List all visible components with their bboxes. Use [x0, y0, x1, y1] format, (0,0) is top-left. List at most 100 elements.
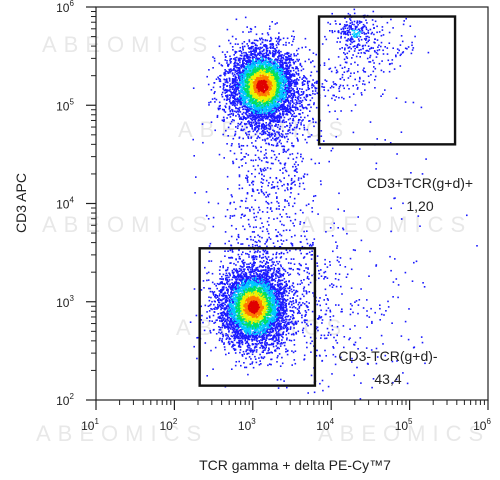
data-point	[399, 65, 402, 67]
data-point	[208, 260, 210, 262]
data-point	[261, 236, 263, 239]
data-point	[376, 138, 378, 140]
data-point	[243, 335, 245, 337]
data-point	[276, 307, 279, 310]
data-point	[313, 238, 316, 240]
data-point	[296, 102, 299, 104]
data-point	[380, 69, 383, 72]
data-point	[282, 172, 284, 174]
data-point	[287, 294, 289, 297]
data-point	[272, 242, 275, 244]
data-point	[240, 159, 243, 161]
data-point	[303, 124, 305, 127]
data-point	[293, 294, 295, 296]
data-point	[297, 70, 300, 72]
data-point	[244, 214, 246, 217]
data-point	[227, 341, 230, 344]
data-point	[264, 138, 266, 141]
data-point	[301, 314, 303, 317]
data-point	[226, 60, 228, 62]
data-point	[345, 56, 348, 58]
data-point	[335, 71, 338, 74]
data-point	[337, 56, 340, 58]
data-point	[286, 114, 289, 116]
data-point	[271, 149, 273, 152]
data-point	[248, 256, 250, 258]
data-point	[263, 116, 266, 119]
data-point	[235, 89, 237, 91]
data-point	[293, 54, 296, 57]
data-point	[202, 141, 204, 144]
data-point	[282, 326, 284, 329]
data-point	[294, 218, 297, 221]
data-point	[235, 76, 238, 79]
data-point	[276, 126, 279, 129]
data-point	[261, 129, 264, 132]
data-point	[301, 245, 304, 248]
data-point	[247, 131, 250, 133]
data-point	[304, 60, 307, 63]
data-point	[222, 288, 225, 290]
data-point	[289, 309, 292, 312]
data-point	[271, 118, 273, 120]
data-point	[238, 92, 240, 94]
data-point	[338, 192, 340, 195]
data-point	[196, 337, 198, 339]
data-point	[267, 194, 269, 196]
data-point	[228, 39, 230, 42]
data-point	[228, 98, 231, 101]
data-point	[223, 98, 226, 101]
data-point	[231, 341, 234, 343]
data-point	[357, 216, 359, 218]
data-point	[260, 363, 262, 365]
data-point	[221, 286, 224, 288]
data-point	[285, 313, 288, 315]
data-point	[231, 250, 234, 253]
data-point	[251, 353, 254, 356]
data-point	[358, 299, 361, 301]
data-point	[303, 358, 305, 361]
data-point	[210, 303, 212, 306]
data-point	[246, 57, 248, 59]
data-point	[296, 67, 298, 70]
data-point	[300, 65, 303, 68]
data-point	[260, 189, 263, 191]
data-point	[263, 167, 266, 169]
data-point	[281, 121, 284, 123]
data-point	[334, 66, 337, 69]
data-point	[273, 115, 275, 118]
data-point	[318, 277, 320, 280]
data-point	[219, 290, 222, 293]
data-point	[294, 96, 297, 99]
data-point	[226, 318, 229, 321]
data-point	[335, 136, 337, 138]
data-point	[288, 82, 290, 85]
data-point	[233, 276, 236, 279]
data-point	[257, 270, 259, 272]
data-point	[348, 46, 351, 48]
data-point	[235, 280, 237, 283]
data-point	[342, 228, 345, 231]
data-point	[349, 43, 352, 45]
data-point	[257, 57, 259, 60]
data-point	[255, 258, 258, 260]
data-point	[246, 54, 248, 56]
data-point	[232, 114, 234, 117]
data-point	[295, 115, 298, 117]
data-point	[281, 339, 283, 341]
data-point	[260, 339, 262, 341]
data-point	[206, 317, 208, 319]
data-point	[264, 249, 267, 252]
data-point	[245, 111, 248, 114]
data-point	[295, 168, 298, 170]
data-point	[295, 126, 298, 129]
data-point	[287, 108, 290, 111]
data-point	[273, 325, 275, 327]
data-point	[298, 262, 301, 265]
data-point	[286, 107, 288, 109]
data-point	[268, 323, 270, 326]
data-point	[297, 122, 300, 124]
data-point	[253, 129, 256, 131]
data-point	[271, 114, 274, 116]
data-point	[264, 277, 266, 279]
